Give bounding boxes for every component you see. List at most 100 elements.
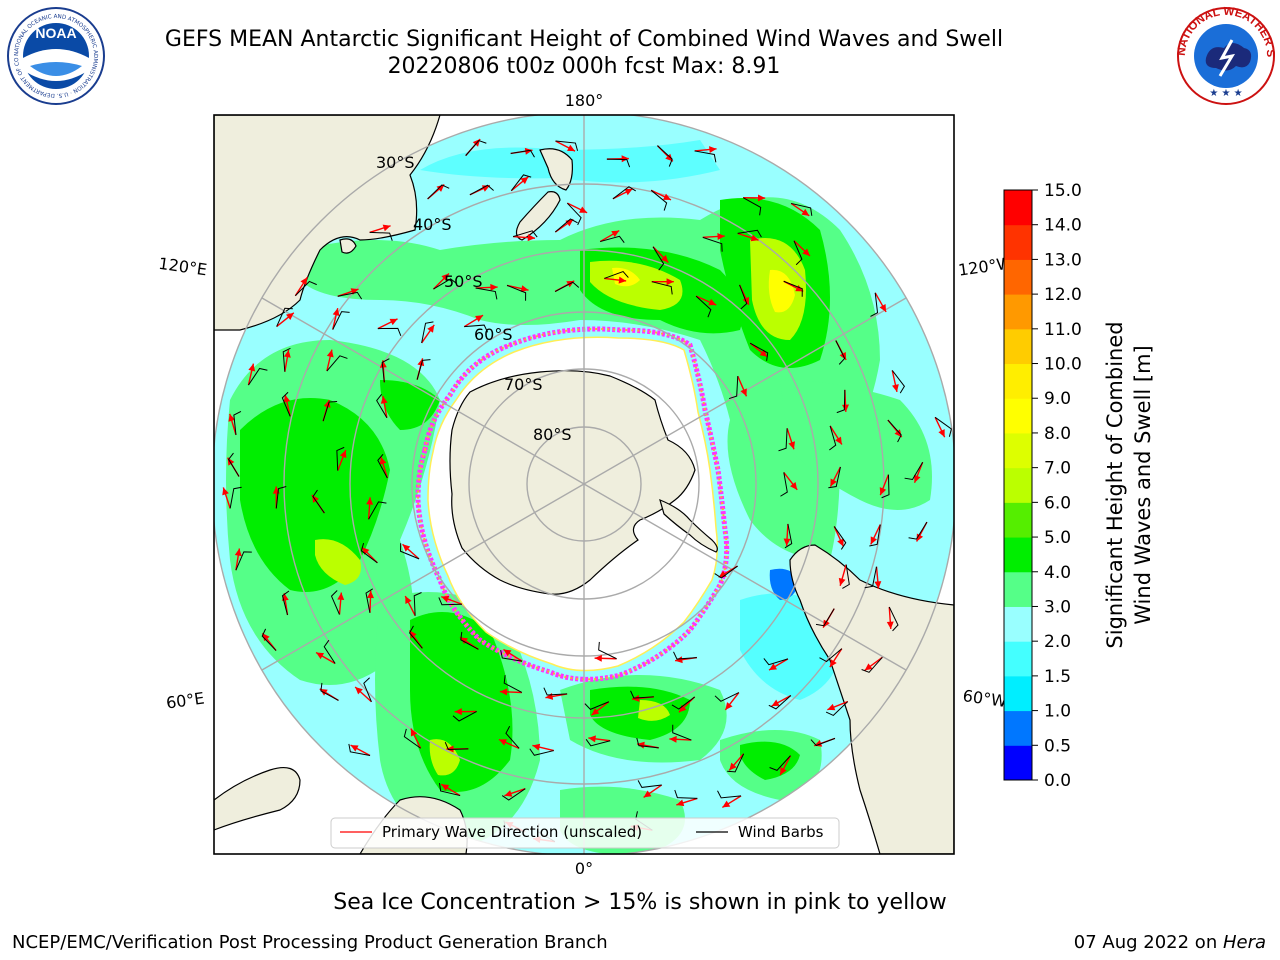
wind-barb (769, 755, 791, 771)
wind-barb (413, 592, 422, 616)
wave-direction-arrowhead (504, 790, 513, 797)
wind-barb (337, 291, 363, 300)
wind-barb (784, 523, 793, 549)
latitude-labels: 30°S 40°S 50°S 60°S 70°S 80°S (376, 153, 572, 444)
colorbar-tick-label: 7.0 (1044, 459, 1071, 479)
lat-label-60s: 60°S (474, 325, 513, 344)
wind-barb (512, 230, 538, 238)
wind-barb (793, 240, 803, 266)
wind-barb (815, 608, 835, 627)
wind-barb (651, 281, 673, 295)
legend-wind-barbs: Wind Barbs (738, 823, 824, 841)
colorbar-label-line1: Significant Height of Combined (1103, 321, 1127, 648)
wind-and-wave-vectors (222, 138, 952, 844)
wind-barb (888, 606, 899, 632)
wave-direction-arrowhead (326, 349, 334, 358)
map-legend: Primary Wave Direction (unscaled) Wind B… (330, 817, 840, 849)
wave-direction-arrowhead (524, 147, 533, 155)
wave-direction-arrowhead (801, 208, 810, 216)
wave-direction-arrowhead (618, 276, 627, 284)
wave-direction-arrowhead (350, 745, 359, 752)
wave-direction-arrowhead (567, 144, 576, 152)
wind-barb (363, 677, 372, 702)
wave-direction-arrowhead (436, 184, 445, 192)
wind-barb (332, 311, 350, 330)
colorbar-segment (1004, 432, 1032, 469)
wave-direction-arrowhead (837, 538, 844, 547)
wave-direction-arrowhead (842, 404, 849, 412)
wave-direction-arrowhead (864, 663, 873, 671)
wind-barb (235, 551, 252, 571)
wind-barb (636, 737, 659, 749)
wind-barb (529, 748, 554, 756)
wave-direction-arrowhead (532, 743, 541, 751)
wave-direction-arrowhead (717, 233, 725, 240)
wind-barb (694, 150, 717, 163)
wave-direction-arrowhead (750, 234, 759, 242)
wave-direction-arrowhead (643, 790, 652, 798)
wind-barb (637, 780, 662, 788)
lon-label-60e: 60°E (165, 688, 206, 712)
wave-direction-arrowhead (621, 155, 629, 163)
wave-direction-arrowhead (498, 739, 507, 746)
new-zealand-north (539, 148, 573, 191)
wind-barb (400, 543, 420, 560)
wave-direction-arrowhead (722, 800, 731, 808)
wave-direction-arrowhead (402, 544, 411, 552)
wave-direction-arrowhead (339, 450, 347, 459)
wave-direction-arrowhead (830, 478, 837, 487)
noaa-logo: NOAA NATIONAL OCEANIC AND ATMOSPHERIC AD… (0, 0, 105, 105)
colorbar-segment (1004, 398, 1032, 434)
colorbar-tick-label: 11.0 (1044, 320, 1082, 340)
wind-barb (555, 140, 579, 151)
wind-barb (695, 295, 712, 318)
wind-barb (506, 284, 527, 301)
wave-direction-arrowhead (838, 577, 846, 586)
wave-direction-arrowhead (666, 278, 674, 286)
wave-direction-arrowhead (676, 799, 685, 807)
wind-barb (381, 358, 390, 383)
lat-label-80s: 80°S (533, 425, 572, 444)
wave-direction-arrowhead (823, 619, 830, 628)
wave-direction-arrowhead (337, 592, 345, 601)
wind-barb (403, 728, 421, 749)
wind-barb (275, 486, 287, 509)
wind-barb (330, 590, 340, 615)
footer-date: 07 Aug 2022 on Hera (1074, 932, 1266, 953)
wind-barb (717, 790, 742, 799)
wave-direction-arrowhead (938, 429, 945, 438)
wave-direction-arrowhead (591, 708, 600, 716)
wind-barb (326, 355, 348, 372)
wind-barb (464, 324, 489, 333)
wind-barb (416, 359, 431, 380)
wave-direction-arrowhead (460, 637, 468, 645)
wind-barb (861, 656, 883, 673)
wave-direction-arrowhead (361, 547, 370, 555)
colorbar-segment (1004, 745, 1032, 781)
chart-title: GEFS MEAN Antarctic Significant Height o… (164, 27, 1004, 52)
nws-ring-text: NATIONAL WEATHER SERVICE (0, 0, 1276, 58)
wave-direction-arrowhead (441, 784, 450, 791)
colorbar-segment (1004, 606, 1032, 642)
colorbar-tick-label: 10.0 (1044, 355, 1082, 375)
wave-direction-arrowhead (588, 735, 596, 743)
wave-direction-arrowhead (286, 312, 294, 321)
wind-barb (348, 743, 371, 756)
wind-barb (228, 452, 240, 477)
footer-date-text: 07 Aug 2022 on (1073, 932, 1223, 953)
wind-barb (543, 687, 568, 696)
wind-barb (612, 186, 636, 200)
colorbar-tick-label: 14.0 (1044, 216, 1082, 236)
wind-barb (828, 466, 841, 489)
wave-direction-arrowhead (379, 360, 387, 368)
wind-barb (312, 489, 325, 514)
colorbar-tick-label: 1.0 (1044, 702, 1071, 722)
wind-barb (819, 648, 843, 663)
wave-direction-arrowhead (594, 654, 602, 662)
colorbar-segment (1004, 502, 1032, 538)
wind-barb (606, 158, 631, 168)
wave-direction-arrowhead (490, 283, 498, 291)
wind-barb (360, 542, 378, 564)
colorbar-segment (1004, 190, 1032, 226)
